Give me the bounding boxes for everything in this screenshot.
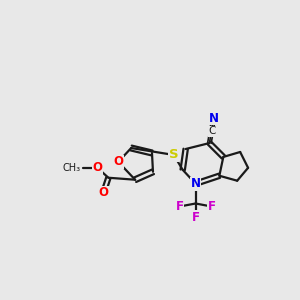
Text: O: O bbox=[92, 161, 103, 174]
Text: CH₃: CH₃ bbox=[62, 163, 81, 173]
Text: N: N bbox=[190, 177, 201, 190]
Text: N: N bbox=[208, 112, 218, 125]
Text: F: F bbox=[176, 200, 184, 213]
Text: C: C bbox=[209, 126, 216, 136]
Text: F: F bbox=[192, 211, 200, 224]
Text: S: S bbox=[169, 148, 178, 161]
Text: F: F bbox=[207, 200, 215, 213]
Text: O: O bbox=[113, 155, 123, 168]
Text: O: O bbox=[98, 186, 108, 199]
